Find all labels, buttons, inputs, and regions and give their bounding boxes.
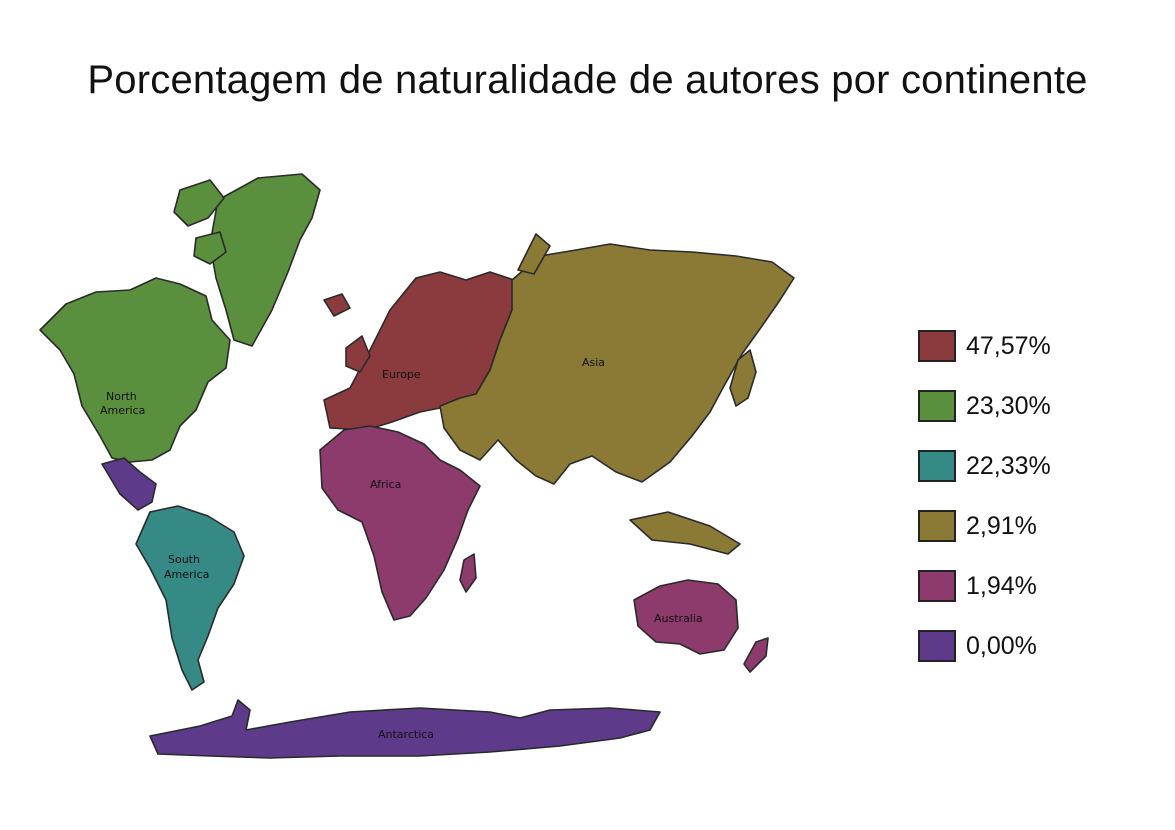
legend-item: 23,30% xyxy=(918,376,1051,436)
japan-shape xyxy=(729,349,757,407)
legend-swatch xyxy=(918,510,956,542)
legend-swatch xyxy=(918,390,956,422)
legend-label: 2,91% xyxy=(966,511,1037,540)
arctic-islands-shape-2 xyxy=(193,231,227,265)
world-map: North America South America Europe Asia … xyxy=(20,160,840,780)
legend: 47,57% 23,30% 22,33% 2,91% 1,94% 0,00% xyxy=(918,316,1051,676)
legend-swatch xyxy=(918,330,956,362)
label-antarctica: Antarctica xyxy=(378,728,434,741)
map-title: Porcentagem de naturalidade de autores p… xyxy=(87,58,1088,102)
legend-swatch xyxy=(918,630,956,662)
label-north-america-line1: North xyxy=(106,390,137,403)
label-africa: Africa xyxy=(370,478,401,491)
greenland-shape xyxy=(209,173,321,347)
arctic-islands-shape xyxy=(173,179,225,227)
legend-item: 0,00% xyxy=(918,616,1051,676)
legend-item: 47,57% xyxy=(918,316,1051,376)
label-south-america-line1: South xyxy=(168,553,200,566)
legend-label: 1,94% xyxy=(966,571,1037,600)
legend-label: 0,00% xyxy=(966,631,1037,660)
south-america-shape xyxy=(135,505,245,691)
legend-item: 2,91% xyxy=(918,496,1051,556)
legend-swatch xyxy=(918,450,956,482)
world-map-svg: North America South America Europe Asia … xyxy=(39,173,795,759)
label-europe: Europe xyxy=(382,368,421,381)
madagascar-shape xyxy=(459,553,477,593)
africa-shape xyxy=(319,425,481,621)
legend-item: 1,94% xyxy=(918,556,1051,616)
legend-label: 47,57% xyxy=(966,331,1051,360)
new-zealand-shape xyxy=(743,637,769,673)
british-isles-shape xyxy=(345,335,371,373)
legend-item: 22,33% xyxy=(918,436,1051,496)
legend-label: 22,33% xyxy=(966,451,1051,480)
central-america-shape xyxy=(101,457,157,511)
legend-swatch xyxy=(918,570,956,602)
arctic-asia-island-shape xyxy=(517,233,551,275)
australia-shape xyxy=(633,579,739,655)
iceland-shape xyxy=(323,293,351,317)
north-america-shape xyxy=(39,277,231,463)
label-asia: Asia xyxy=(582,356,605,369)
label-australia: Australia xyxy=(654,612,703,625)
antarctica-shape xyxy=(149,699,661,759)
asia-shape xyxy=(439,243,795,485)
label-north-america-line2: America xyxy=(100,404,145,417)
legend-label: 23,30% xyxy=(966,391,1051,420)
southeast-asia-islands-shape xyxy=(629,511,741,555)
label-south-america-line2: America xyxy=(164,568,209,581)
